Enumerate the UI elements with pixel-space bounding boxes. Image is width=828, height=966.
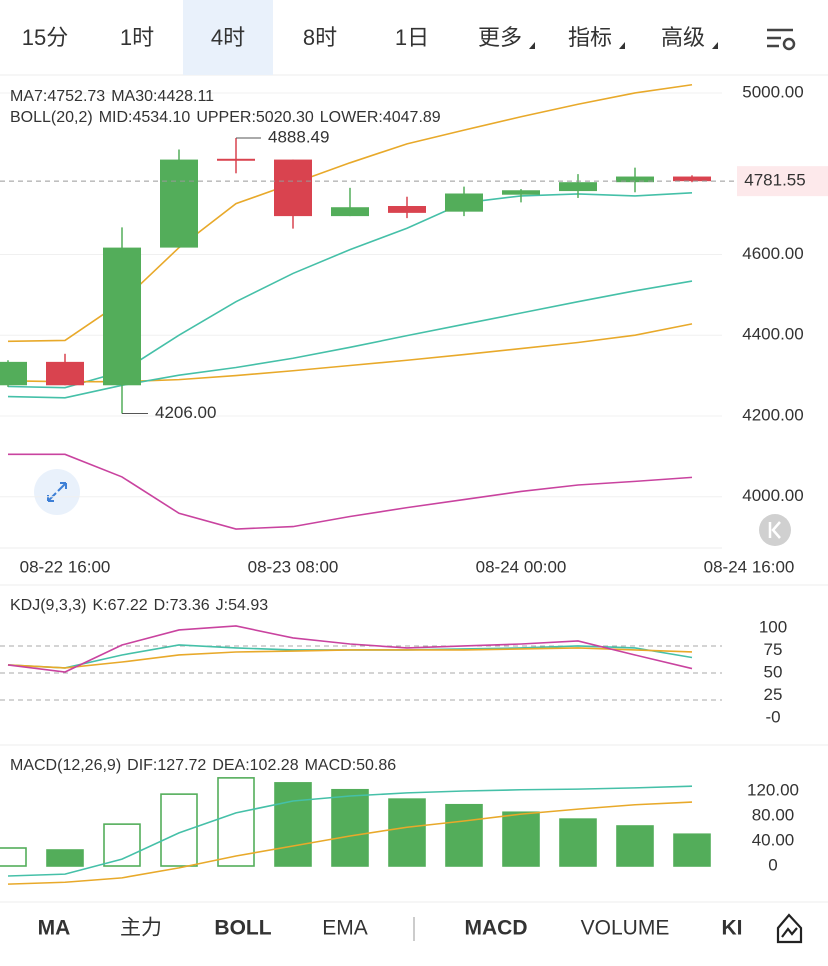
min-label: 4206.00 (155, 403, 216, 422)
macd-bar (46, 849, 84, 867)
y-tick-label: 0 (768, 855, 777, 874)
x-tick-label: 08-22 16:00 (20, 557, 111, 576)
candle-body (502, 190, 540, 195)
selected-tab-bg (183, 0, 273, 75)
dropdown-arrow (712, 42, 718, 49)
x-tick-label: 08-24 16:00 (704, 557, 795, 576)
y-tick-label: 4400.00 (742, 325, 803, 344)
macd-bar (0, 847, 27, 867)
indicator-line (8, 453, 693, 530)
indicator-tab[interactable]: MA (38, 917, 71, 940)
y-tick-label: 4000.00 (742, 486, 803, 505)
tab[interactable]: 15分 (22, 25, 68, 50)
candle-body (103, 247, 141, 386)
candle-body (616, 176, 654, 183)
x-tick-label: 08-23 08:00 (248, 557, 339, 576)
legend-entry: D:73.36 (154, 597, 210, 614)
collapse-button[interactable] (759, 514, 791, 546)
tab[interactable]: 8时 (303, 25, 337, 50)
macd-bar (502, 811, 540, 867)
indicator-tab[interactable]: KI (722, 917, 743, 940)
legend-entry: K:67.22 (92, 597, 147, 614)
legend-entry: MA30:4428.11 (111, 88, 214, 105)
dropdown-arrow (619, 42, 625, 49)
macd-bar (103, 823, 141, 867)
legend-entry: MACD(12,26,9) (10, 757, 121, 774)
settings-icon[interactable] (767, 28, 796, 51)
macd-bar (274, 782, 312, 867)
legend-entry: DIF:127.72 (127, 757, 206, 774)
legend-entry: MA7:4752.73 (10, 88, 105, 105)
x-tick-label: 08-24 00:00 (476, 557, 567, 576)
indicator-tab[interactable]: EMA (322, 917, 368, 940)
y-tick-label: 50 (764, 662, 783, 681)
indicator-tab[interactable]: 主力 (120, 917, 162, 940)
y-tick-label: 40.00 (752, 830, 795, 849)
y-tick-label: -0 (765, 707, 780, 726)
content: 15分 1时 4时 8时 1日 更多 指标 高级 MA 主力 BOLL EMA MACD VOLUME KI… (0, 0, 828, 940)
tab[interactable]: 更多 (478, 25, 522, 50)
expand-button[interactable] (34, 469, 80, 515)
macd-bar (160, 793, 198, 867)
tab[interactable]: 1日 (395, 25, 429, 50)
candle-body (46, 361, 84, 386)
legend-entry: LOWER:4047.89 (320, 109, 441, 126)
macd-bar (445, 803, 483, 867)
candle-body (274, 159, 312, 217)
y-tick-label: 4600.00 (742, 244, 803, 263)
max-label: 4888.49 (268, 127, 329, 146)
candle-body (0, 361, 27, 386)
legend-entry: KDJ(9,3,3) (10, 597, 86, 614)
candle-body (673, 176, 711, 182)
candle-body (331, 207, 369, 217)
macd-bar (331, 788, 369, 867)
tab[interactable]: 4时 (211, 25, 245, 50)
dropdown-arrow (529, 42, 535, 49)
chart-icon[interactable] (776, 913, 803, 944)
y-tick-label: 80.00 (752, 805, 795, 824)
last-price-label: 4781.55 (744, 171, 805, 190)
indicator-line (7, 647, 693, 669)
candle-body (445, 193, 483, 212)
tab[interactable]: 1时 (120, 25, 154, 50)
legend-entry: MACD:50.86 (305, 757, 397, 774)
candle-body (217, 158, 255, 161)
legend-entry: J:54.93 (216, 597, 269, 614)
last-price-box (737, 166, 828, 197)
candle-body (160, 159, 198, 248)
y-tick-label: 120.00 (747, 780, 799, 799)
macd-bar (616, 825, 654, 867)
macd-bar (388, 798, 426, 867)
y-tick-label: 75 (764, 640, 783, 659)
legend-entry: UPPER:5020.30 (196, 109, 314, 126)
legend-entry: DEA:102.28 (212, 757, 298, 774)
candle-body (559, 182, 597, 192)
macd-bar (217, 777, 255, 867)
indicator-tab[interactable]: VOLUME (581, 917, 670, 940)
indicator-line (7, 625, 693, 673)
macd-bar (673, 833, 711, 867)
indicator-tab[interactable]: MACD (465, 917, 528, 940)
y-tick-label: 5000.00 (742, 82, 803, 101)
y-tick-label: 100 (759, 617, 787, 636)
tab[interactable]: 指标 (568, 25, 612, 50)
macd-bar (559, 818, 597, 867)
candle-body (388, 206, 426, 213)
tab[interactable]: 高级 (661, 25, 705, 50)
indicator-line (7, 785, 693, 877)
indicator-line (7, 801, 693, 885)
y-tick-label: 25 (764, 685, 783, 704)
legend-entry: BOLL(20,2) (10, 109, 93, 126)
indicator-tab[interactable]: BOLL (214, 917, 271, 940)
y-tick-label: 4200.00 (742, 405, 803, 424)
legend-entry: MID:4534.10 (99, 109, 191, 126)
